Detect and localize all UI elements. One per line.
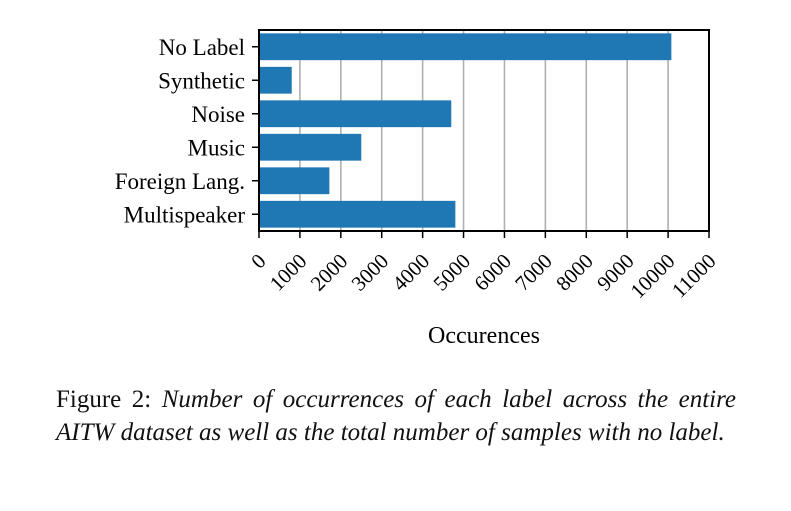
y-axis: No Label Synthetic Noise Music Foreign Lang.… [115,35,259,227]
x-tick-label: 6000 [469,249,516,296]
bar [259,167,330,195]
y-tick-label: Noise [191,102,245,127]
x-tick-label: 10000 [626,249,680,303]
y-tick-label: Foreign Lang. [115,169,245,194]
caption-text: Number of occurrences of each label acro… [56,386,736,446]
x-tick-label: 3000 [347,249,394,296]
x-tick-label: 4000 [388,249,435,296]
y-tick-label: No Label [159,35,245,60]
bar [259,33,672,61]
x-tick-label: 5000 [428,249,475,296]
x-axis: 0100020003000400050006000700080009000100… [246,231,721,303]
x-tick-label: 0 [246,249,270,273]
x-tick-label: 8000 [551,249,598,296]
y-tick-label: Synthetic [158,68,245,93]
y-tick-label: Multispeaker [124,202,246,227]
bar [259,66,292,94]
bar [259,200,456,228]
figure-caption: Figure 2: Number of occurrences of each … [56,383,736,449]
x-axis-label: Occurences [428,323,540,349]
x-tick-label: 11000 [667,249,721,303]
y-tick-label: Music [188,135,246,160]
bars [259,33,672,228]
bar [259,100,452,128]
plot-frame [258,29,710,232]
bar [259,133,362,161]
bar-chart: No Label Synthetic Noise Music Foreign Lang.… [115,29,721,349]
x-tick-label: 2000 [306,249,353,296]
caption-label: Figure 2: [56,386,152,413]
x-tick-label: 1000 [265,249,312,296]
x-tick-label: 7000 [510,249,557,296]
